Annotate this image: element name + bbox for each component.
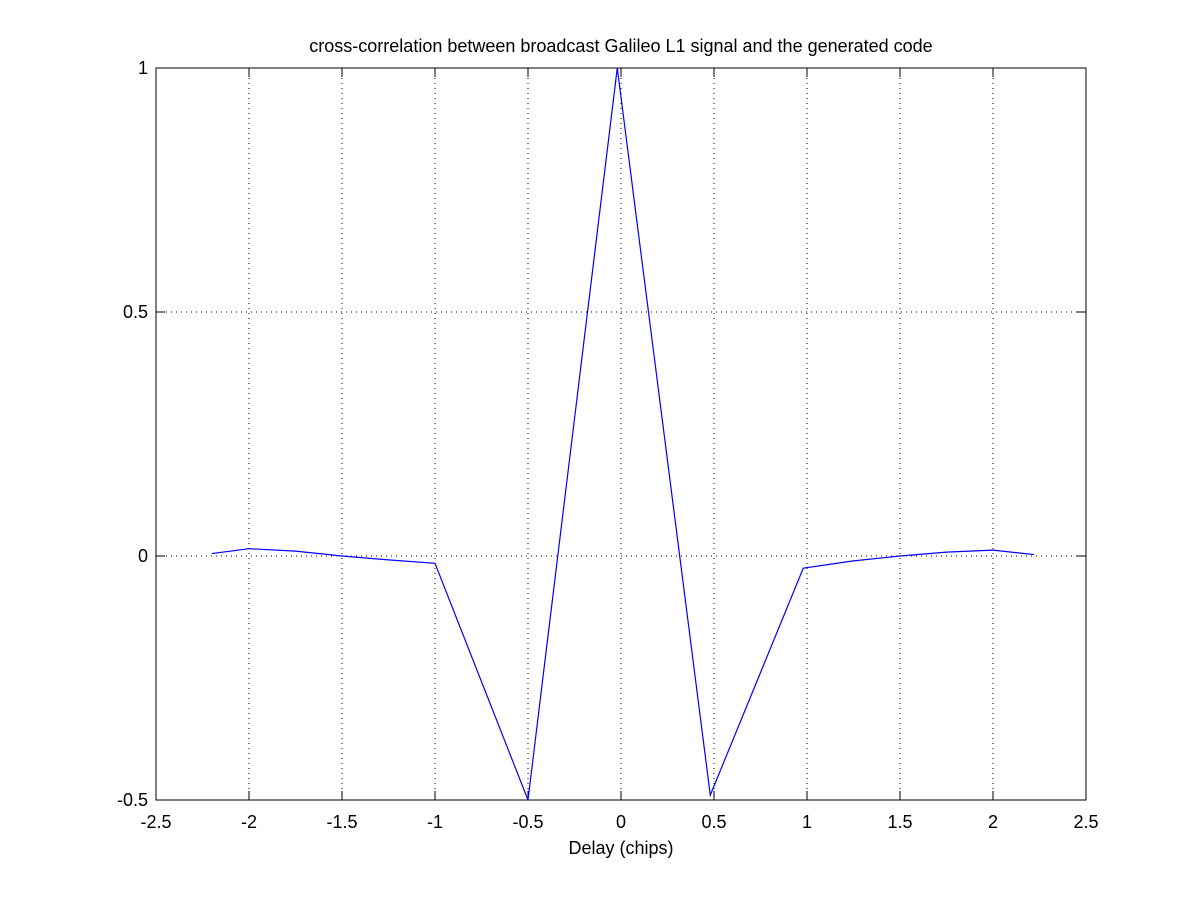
y-tick-label: -0.5	[117, 790, 148, 810]
y-tick-label: 0.5	[123, 302, 148, 322]
x-tick-label: -1	[427, 812, 443, 832]
x-tick-label: -2	[241, 812, 257, 832]
y-tick-label: 0	[138, 546, 148, 566]
y-tick-label: 1	[138, 58, 148, 78]
x-tick-label: 2.5	[1073, 812, 1098, 832]
x-tick-label: 0.5	[701, 812, 726, 832]
x-tick-label: -0.5	[512, 812, 543, 832]
chart-title: cross-correlation between broadcast Gali…	[309, 36, 932, 56]
x-tick-label: 2	[988, 812, 998, 832]
data-line	[211, 67, 1034, 801]
x-tick-label: 1.5	[887, 812, 912, 832]
x-tick-label: -2.5	[140, 812, 171, 832]
x-tick-label: 0	[616, 812, 626, 832]
x-tick-label: 1	[802, 812, 812, 832]
x-tick-label: -1.5	[326, 812, 357, 832]
x-axis-label: Delay (chips)	[568, 838, 673, 858]
